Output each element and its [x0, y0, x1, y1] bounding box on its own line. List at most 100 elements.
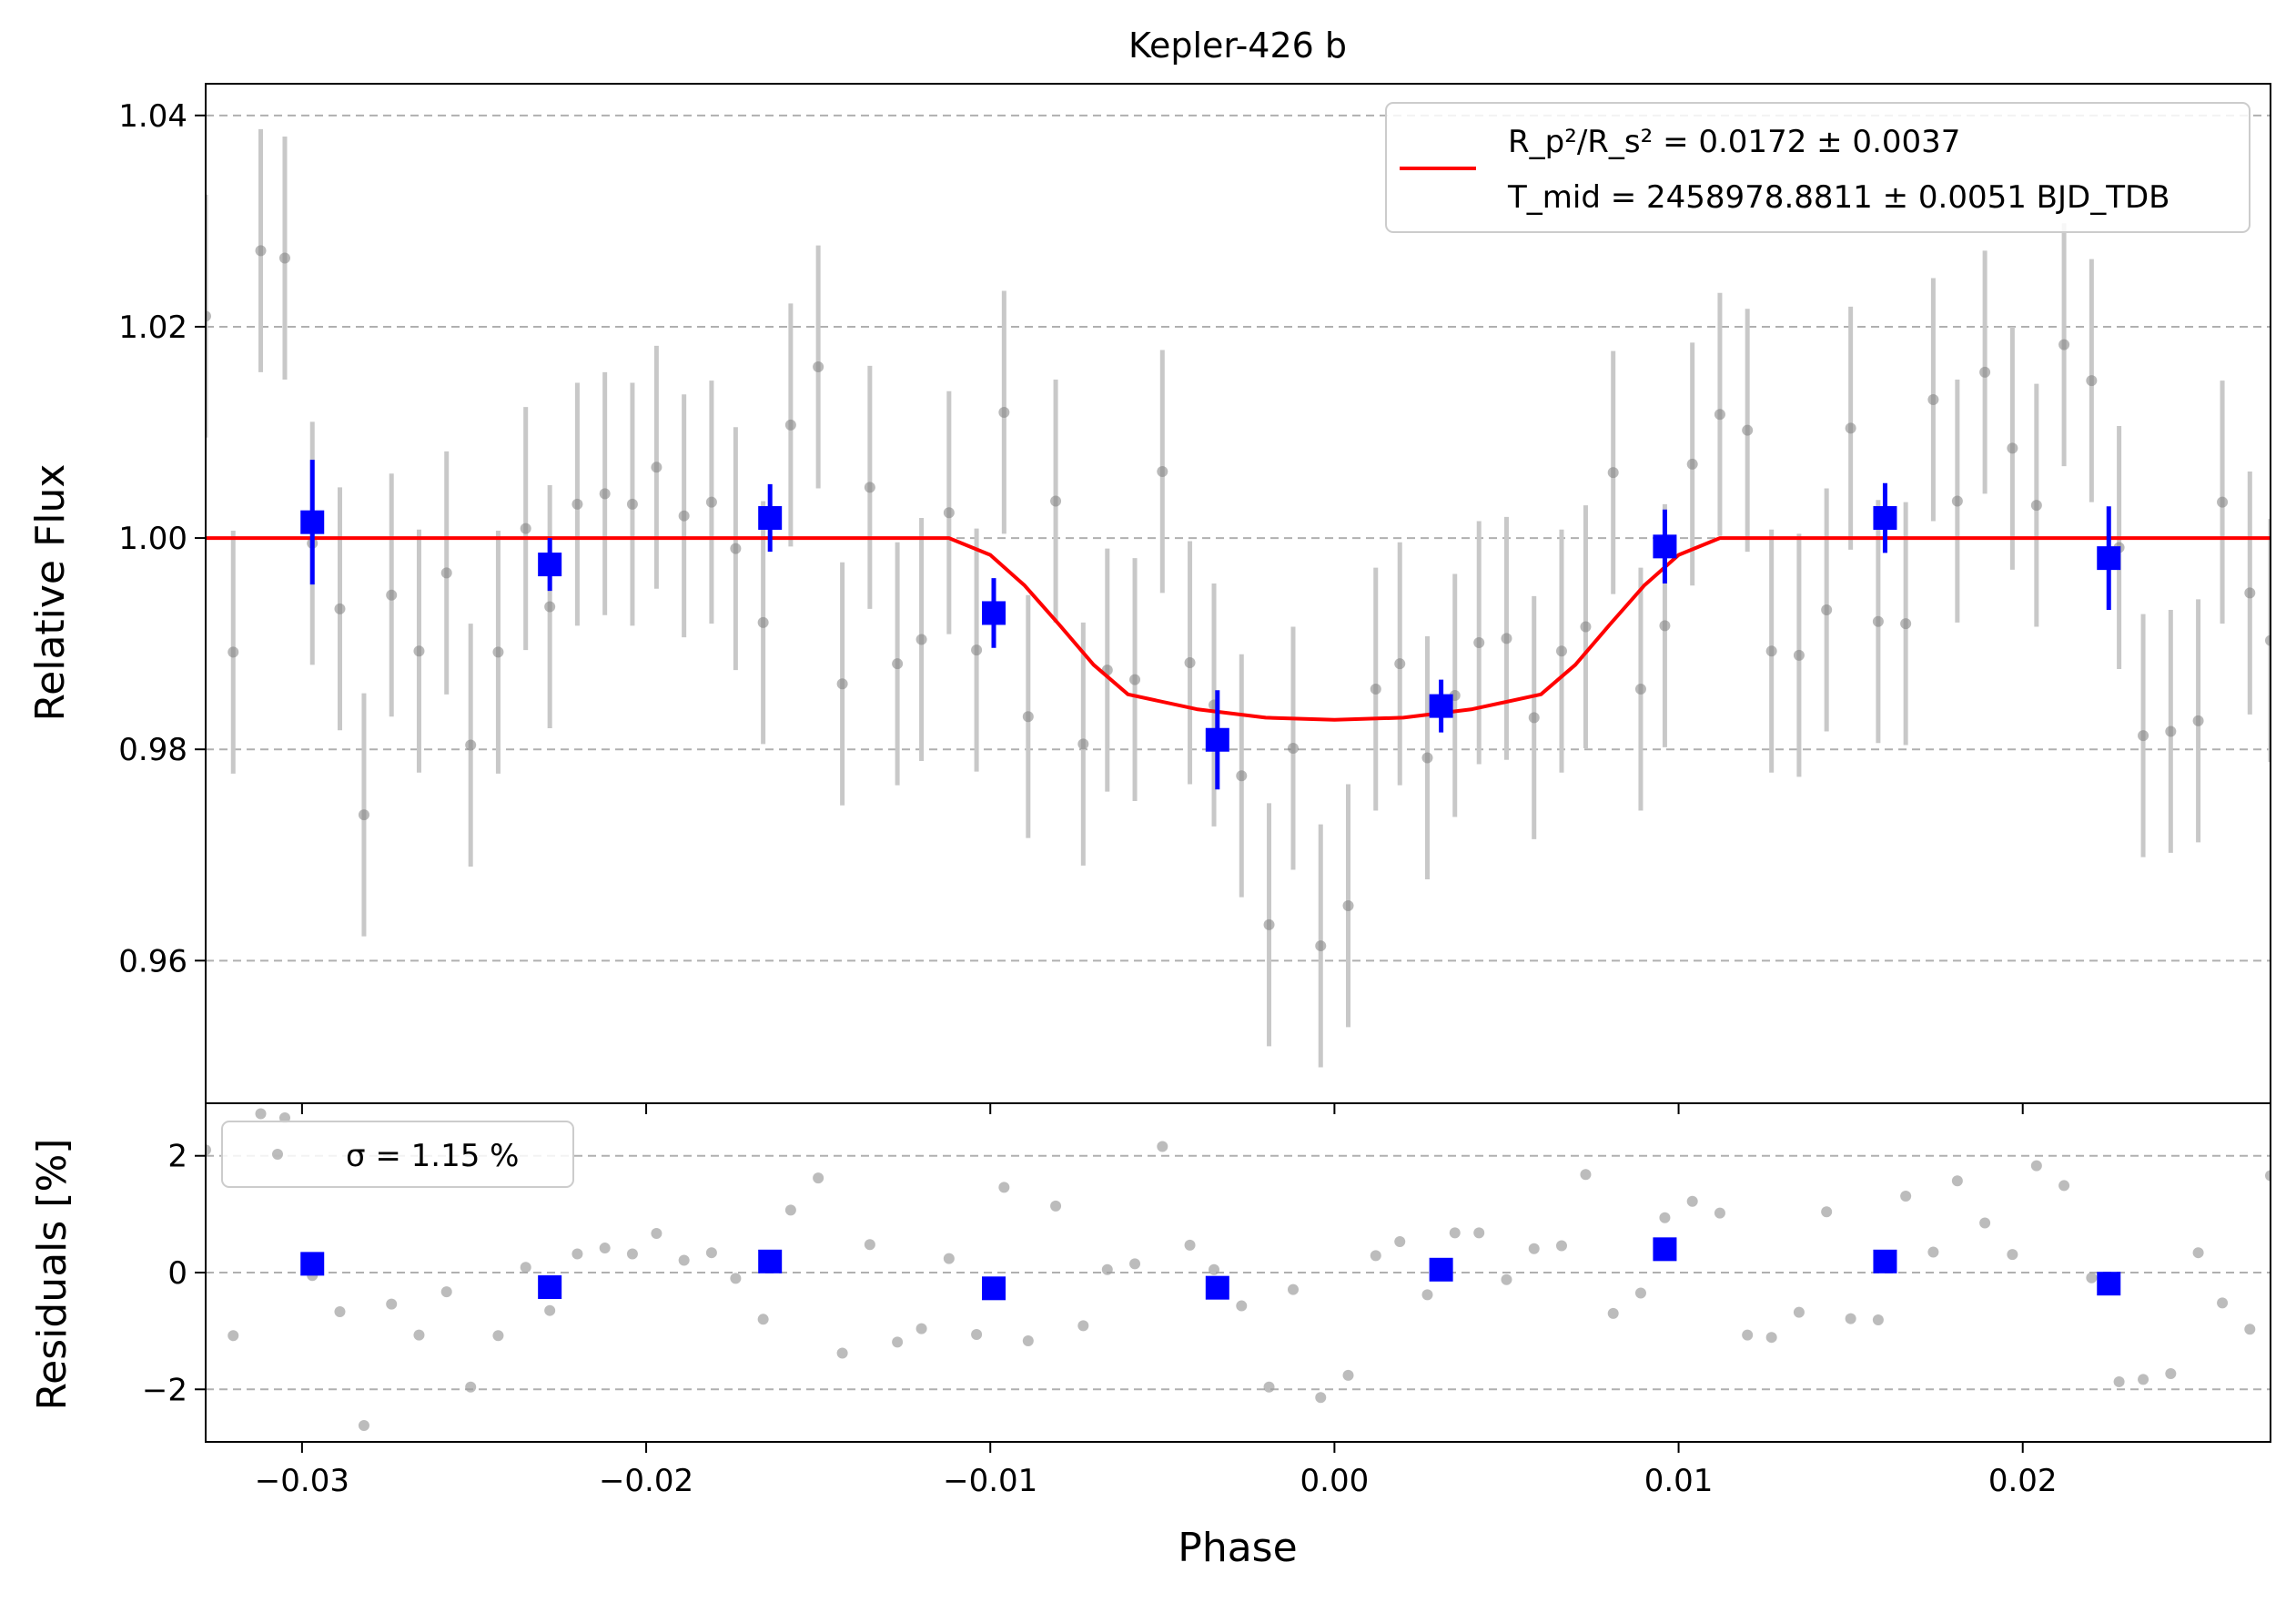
residuals-data-point — [892, 1336, 904, 1348]
residuals-binned-point — [1205, 1275, 1229, 1300]
main-data-point — [1900, 618, 1912, 630]
main-data-point — [1394, 658, 1406, 670]
main-data-point — [520, 522, 531, 534]
residuals-data-point — [1634, 1287, 1646, 1299]
main-data-point — [1951, 495, 1963, 507]
residuals-data-point — [1022, 1335, 1034, 1347]
residuals-data-point — [2244, 1324, 2256, 1335]
main-data-point — [1288, 743, 1300, 755]
residuals-data-point — [1979, 1217, 1991, 1229]
main-data-point — [836, 678, 848, 690]
residuals-data-point — [1370, 1250, 1381, 1262]
main-data-point — [651, 462, 663, 473]
main-data-point — [2058, 339, 2070, 350]
residuals-data-point — [1951, 1175, 1963, 1187]
residuals-data-point — [1659, 1212, 1671, 1223]
residuals-binned-point — [758, 1249, 783, 1273]
residuals-data-point — [206, 1144, 211, 1156]
residuals-data-point — [599, 1243, 611, 1254]
residuals-plot-area — [206, 1108, 2271, 1432]
main-data-point — [1184, 657, 1196, 669]
main-data-point — [1315, 940, 1327, 952]
residuals-data-point — [1209, 1263, 1220, 1275]
residuals-data-point — [1765, 1332, 1777, 1344]
residuals-legend-marker — [272, 1149, 283, 1160]
main-binned-point — [2097, 546, 2121, 571]
main-data-point — [1580, 621, 1592, 633]
main-data-point — [544, 601, 556, 613]
main-data-point — [757, 616, 769, 628]
residuals-data-point — [358, 1420, 369, 1432]
residuals-data-point — [492, 1330, 504, 1342]
main-data-point — [465, 739, 477, 751]
main-data-point — [864, 482, 875, 493]
main-data-point — [2030, 500, 2042, 512]
residuals-y-tick-label: 2 — [167, 1139, 187, 1175]
main-data-point — [626, 498, 638, 510]
residuals-legend: σ = 1.15 % — [221, 1121, 574, 1188]
residuals-data-point — [1686, 1195, 1698, 1207]
residuals-data-point — [1184, 1239, 1196, 1251]
residuals-data-point — [1555, 1240, 1567, 1252]
main-data-point — [678, 510, 690, 522]
residuals-x-tick-label: −0.01 — [943, 1463, 1037, 1499]
residuals-data-point — [334, 1305, 346, 1317]
residuals-data-point — [2138, 1374, 2149, 1385]
residuals-binned-point — [300, 1252, 325, 1276]
residuals-data-point — [2165, 1367, 2177, 1379]
main-data-point — [1765, 645, 1777, 657]
main-y-axis-label: Relative Flux — [27, 464, 74, 722]
residuals-data-point — [678, 1254, 690, 1266]
main-data-point — [1845, 422, 1856, 434]
main-data-point — [358, 809, 369, 821]
main-data-point — [2165, 725, 2177, 737]
residuals-x-tick-label: 0.01 — [1644, 1463, 1714, 1499]
chart-title: Kepler-426 b — [1128, 25, 1347, 66]
main-data-point — [1979, 366, 1991, 378]
residuals-data-point — [1288, 1283, 1300, 1295]
main-binned-point — [1873, 506, 1897, 531]
residuals-y-tick-label: −2 — [142, 1372, 187, 1408]
main-data-point — [971, 644, 983, 656]
residuals-y-axis-label: Residuals [%] — [29, 1139, 76, 1411]
residuals-data-point — [520, 1262, 531, 1273]
main-data-point — [1022, 711, 1034, 723]
main-data-point — [599, 488, 611, 500]
main-data-point — [1263, 918, 1275, 930]
residuals-data-point — [864, 1239, 875, 1251]
residuals-data-point — [2007, 1249, 2018, 1261]
residuals-data-point — [1077, 1320, 1089, 1332]
main-binned-point — [300, 510, 325, 534]
residuals-binned-point — [1873, 1249, 1897, 1273]
residuals-data-point — [228, 1330, 239, 1342]
residuals-x-tick-label: 0.00 — [1300, 1463, 1370, 1499]
main-data-point — [1714, 409, 1725, 421]
main-legend-box — [1385, 102, 2250, 233]
residuals-data-point — [1742, 1329, 1754, 1341]
main-binned-point — [758, 506, 783, 531]
x-axis-label: Phase — [1178, 1525, 1297, 1571]
residuals-data-point — [836, 1347, 848, 1359]
main-data-point — [1659, 620, 1671, 632]
main-legend: R_p²/R_s² = 0.0172 ± 0.0037 T_mid = 2458… — [1385, 102, 2250, 233]
main-data-point — [492, 646, 504, 658]
main-data-point — [1077, 738, 1089, 750]
main-data-point — [1686, 458, 1698, 470]
main-binned-point — [1429, 694, 1453, 718]
residuals-binned-point — [982, 1276, 1006, 1301]
residuals-data-point — [757, 1314, 769, 1325]
residuals-data-point — [440, 1286, 452, 1298]
residuals-data-point — [943, 1253, 955, 1264]
main-data-point — [1473, 636, 1485, 648]
main-data-point — [2244, 587, 2256, 599]
main-data-point — [2086, 375, 2098, 387]
residuals-data-point — [465, 1381, 477, 1393]
residuals-x-tick-label: −0.02 — [599, 1463, 693, 1499]
main-y-tick-label: 1.04 — [118, 98, 187, 135]
main-legend-line2: T_mid = 2458978.8811 ± 0.0051 BJD_TDB — [1507, 179, 2170, 216]
main-data-point — [892, 658, 904, 670]
residuals-data-point — [2113, 1375, 2125, 1387]
main-data-point — [1370, 684, 1381, 695]
residuals-data-point — [915, 1323, 927, 1334]
main-data-point — [2265, 634, 2271, 646]
